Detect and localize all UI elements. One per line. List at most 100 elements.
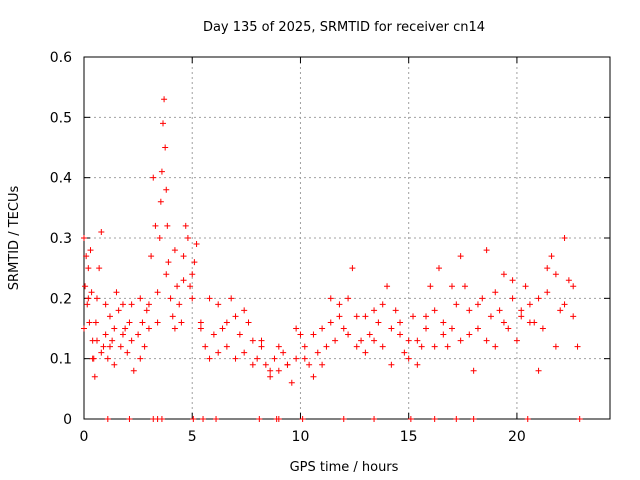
data-point <box>111 325 118 332</box>
y-tick-label: 0.4 <box>50 171 72 187</box>
data-point <box>109 337 116 344</box>
data-point <box>461 283 468 290</box>
data-point <box>111 361 118 368</box>
data-point <box>466 331 473 338</box>
data-point <box>169 313 176 320</box>
data-point <box>492 343 499 350</box>
data-point <box>371 416 378 422</box>
data-point <box>319 325 326 332</box>
data-point <box>190 416 197 422</box>
tick-labels: 0 5 10 15 20 0 0.1 0.2 0.3 0.4 0.5 0.6 <box>50 50 526 445</box>
data-point <box>297 331 304 338</box>
data-point <box>158 416 165 422</box>
data-point <box>544 289 551 296</box>
data-points <box>81 96 583 422</box>
data-point <box>407 416 414 422</box>
data-point <box>448 283 455 290</box>
data-point <box>301 355 308 362</box>
y-tick-label: 0.3 <box>50 231 72 247</box>
data-point <box>245 319 252 326</box>
data-point <box>353 313 360 320</box>
y-tick-label: 0.6 <box>50 50 72 66</box>
data-point <box>91 373 98 380</box>
data-point <box>182 222 189 229</box>
data-point <box>148 253 155 260</box>
data-point <box>524 416 531 422</box>
data-point <box>93 337 100 344</box>
data-point <box>561 301 568 308</box>
data-point <box>457 337 464 344</box>
data-point <box>453 301 460 308</box>
data-point <box>145 325 152 332</box>
x-tick-label: 10 <box>292 429 310 445</box>
data-point <box>379 343 386 350</box>
data-point <box>82 283 89 290</box>
x-tick-label: 5 <box>188 429 197 445</box>
data-point <box>301 343 308 350</box>
data-point <box>500 319 507 326</box>
data-point <box>310 331 317 338</box>
data-point <box>397 319 404 326</box>
data-point <box>440 319 447 326</box>
data-point <box>327 295 334 302</box>
data-point <box>483 247 490 254</box>
data-point <box>106 313 113 320</box>
data-point <box>87 247 94 254</box>
data-point <box>163 186 170 193</box>
y-tick-label: 0.5 <box>50 110 72 126</box>
data-point <box>258 337 265 344</box>
y-tick-label: 0.2 <box>50 291 72 307</box>
data-point <box>81 325 87 332</box>
data-point <box>345 331 352 338</box>
data-point <box>184 235 191 241</box>
data-point <box>249 337 256 344</box>
data-point <box>115 307 122 314</box>
data-point <box>565 277 572 284</box>
data-point <box>191 259 198 266</box>
data-point <box>126 416 133 422</box>
data-point <box>210 331 217 338</box>
data-point <box>102 301 109 308</box>
data-point <box>106 343 113 350</box>
data-point <box>474 325 481 332</box>
data-point <box>414 361 421 368</box>
data-point <box>349 265 356 272</box>
data-point <box>513 337 520 344</box>
data-point <box>509 295 516 302</box>
data-point <box>275 367 282 374</box>
data-point <box>154 319 161 326</box>
data-point <box>552 343 559 350</box>
data-point <box>156 235 163 241</box>
data-point <box>293 325 300 332</box>
data-point <box>93 295 100 302</box>
data-point <box>92 319 99 326</box>
data-point <box>145 301 152 308</box>
data-point <box>197 325 204 332</box>
y-tick-label: 0 <box>63 412 72 428</box>
data-point <box>544 265 551 272</box>
data-point <box>353 343 360 350</box>
data-point <box>345 295 352 302</box>
data-point <box>256 416 263 422</box>
data-point <box>152 222 159 229</box>
data-point <box>535 295 542 302</box>
data-point <box>500 271 507 278</box>
data-point <box>275 416 282 422</box>
data-point <box>130 367 137 374</box>
data-point <box>336 301 343 308</box>
data-point <box>228 295 235 302</box>
data-point <box>267 367 274 374</box>
data-point <box>423 325 430 332</box>
data-point <box>128 301 135 308</box>
data-point <box>249 361 256 368</box>
data-point <box>84 301 91 308</box>
data-point <box>418 343 425 350</box>
data-point <box>362 313 369 320</box>
data-point <box>167 295 174 302</box>
data-point <box>288 379 295 386</box>
data-point <box>189 295 196 302</box>
data-point <box>397 331 404 338</box>
data-point <box>366 331 373 338</box>
axes <box>83 56 611 420</box>
data-point <box>206 355 213 362</box>
